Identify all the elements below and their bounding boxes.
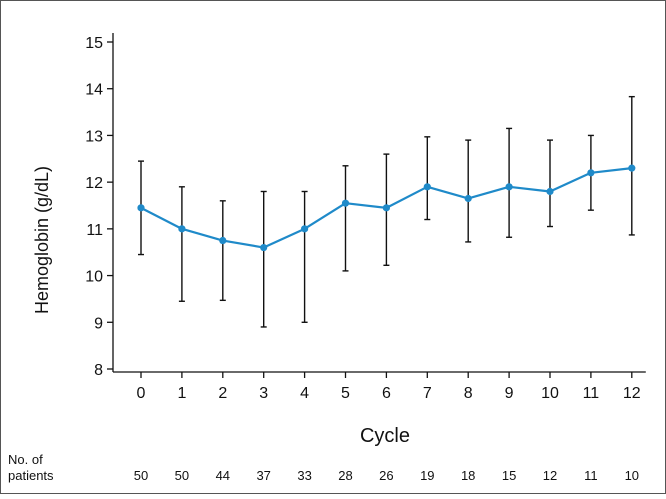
- risk-table-value: 12: [543, 468, 557, 483]
- risk-table-value: 18: [461, 468, 475, 483]
- y-axis-label: Hemoglobin (g/dL): [32, 166, 52, 314]
- risk-table-value: 28: [338, 468, 352, 483]
- y-tick-label: 14: [85, 82, 103, 99]
- x-tick-label: 7: [423, 385, 432, 402]
- risk-table-label-line1: No. of: [8, 452, 43, 467]
- y-tick-label: 12: [85, 175, 103, 192]
- data-point: [137, 204, 145, 212]
- data-point: [341, 199, 350, 207]
- x-axis-label: Cycle: [360, 425, 410, 447]
- risk-table-value: 26: [379, 468, 393, 483]
- x-tick-label: 12: [623, 385, 641, 402]
- data-point: [260, 243, 268, 252]
- data-point: [628, 164, 636, 172]
- risk-table-value: 37: [256, 468, 270, 483]
- y-tick-label: 9: [94, 315, 103, 332]
- x-tick-label: 11: [583, 385, 600, 402]
- data-point: [464, 194, 472, 203]
- y-tick-label: 13: [85, 128, 103, 145]
- risk-table-value: 33: [297, 468, 311, 483]
- risk-table-label-line2: patients: [8, 468, 54, 483]
- risk-table-value: 50: [134, 468, 148, 483]
- y-tick-label: 11: [86, 222, 103, 239]
- data-point: [301, 225, 309, 233]
- x-tick-label: 3: [259, 385, 268, 402]
- risk-table-value: 44: [216, 468, 230, 483]
- data-point: [382, 204, 390, 212]
- x-tick-label: 6: [382, 385, 391, 402]
- y-tick-label: 8: [94, 362, 103, 379]
- data-point: [587, 169, 595, 177]
- risk-table-value: 19: [420, 468, 434, 483]
- risk-table: 50 50 44 37 33 28 26 19 18 15 12 11 10: [134, 468, 639, 483]
- data-point: [546, 187, 554, 196]
- x-tick-label: 9: [505, 385, 514, 402]
- y-tick-label: 10: [85, 269, 103, 286]
- y-tick-label: 15: [85, 35, 103, 52]
- x-tick-label: 5: [341, 385, 350, 402]
- x-tick-label: 4: [300, 385, 309, 402]
- x-tick-label: 10: [541, 385, 559, 402]
- data-points: [137, 164, 636, 252]
- x-tick-label: 8: [464, 385, 473, 402]
- risk-table-value: 11: [584, 468, 598, 483]
- data-point: [219, 236, 227, 245]
- data-point: [505, 183, 513, 191]
- x-tick-label: 0: [137, 385, 146, 402]
- risk-table-value: 50: [175, 468, 189, 483]
- data-point: [423, 183, 431, 191]
- risk-table-value: 15: [502, 468, 516, 483]
- risk-table-value: 10: [625, 468, 639, 483]
- x-tick-label: 2: [218, 385, 227, 402]
- x-tick-label: 1: [177, 385, 186, 402]
- data-point: [178, 225, 186, 233]
- error-bars: [138, 95, 635, 328]
